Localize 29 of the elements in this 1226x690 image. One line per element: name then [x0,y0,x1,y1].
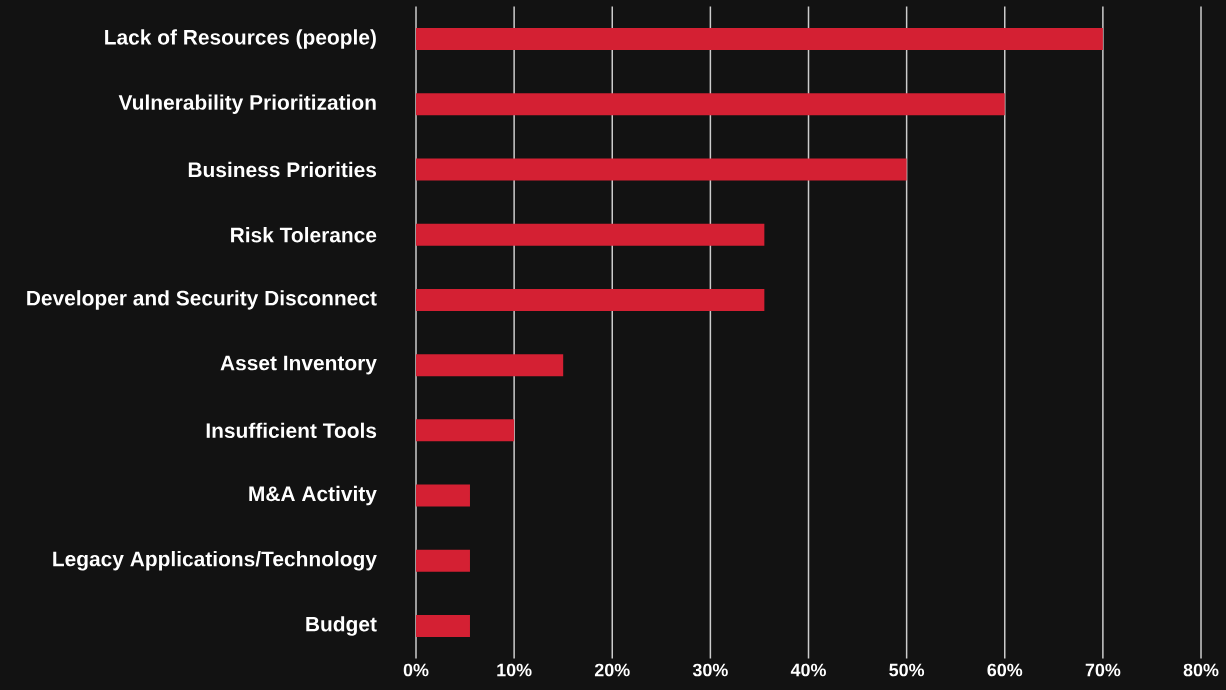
x-tick-label: 40% [790,663,826,677]
x-tick-label: 10% [497,663,532,677]
y-tick-label: Asset Inventory [220,355,377,375]
y-tick-label: Vulnerability Prioritization [118,94,376,114]
y-tick-label: Insufficient Tools [206,422,377,439]
y-tick-label: Risk Tolerance [231,227,377,243]
y-tick-label: Lack of Resources (people) [105,29,376,49]
x-tick-label: 50% [889,663,925,677]
bar [416,223,765,246]
bar [416,158,907,181]
y-tick-label: M&A Activity [249,485,377,506]
y-tick-label: Developer and Security Disconnect [27,290,377,310]
x-tick-label: 70% [1085,663,1121,677]
y-tick-label: Budget [306,616,377,636]
x-tick-label: 30% [692,663,728,677]
bar [416,484,470,507]
bar [416,419,515,442]
bar [416,354,564,377]
x-tick-label: 60% [987,663,1023,677]
bar [416,93,1005,116]
bar [416,615,470,637]
bar [416,288,765,311]
x-tick-label: 20% [594,663,630,677]
x-tick-label: 80% [1183,663,1219,677]
y-tick-label: Legacy Applications/Technology [53,550,377,571]
y-tick-label: Business Priorities [188,161,377,178]
bar [416,549,470,572]
bar [416,28,1103,51]
x-tick-label: 0% [403,663,429,677]
